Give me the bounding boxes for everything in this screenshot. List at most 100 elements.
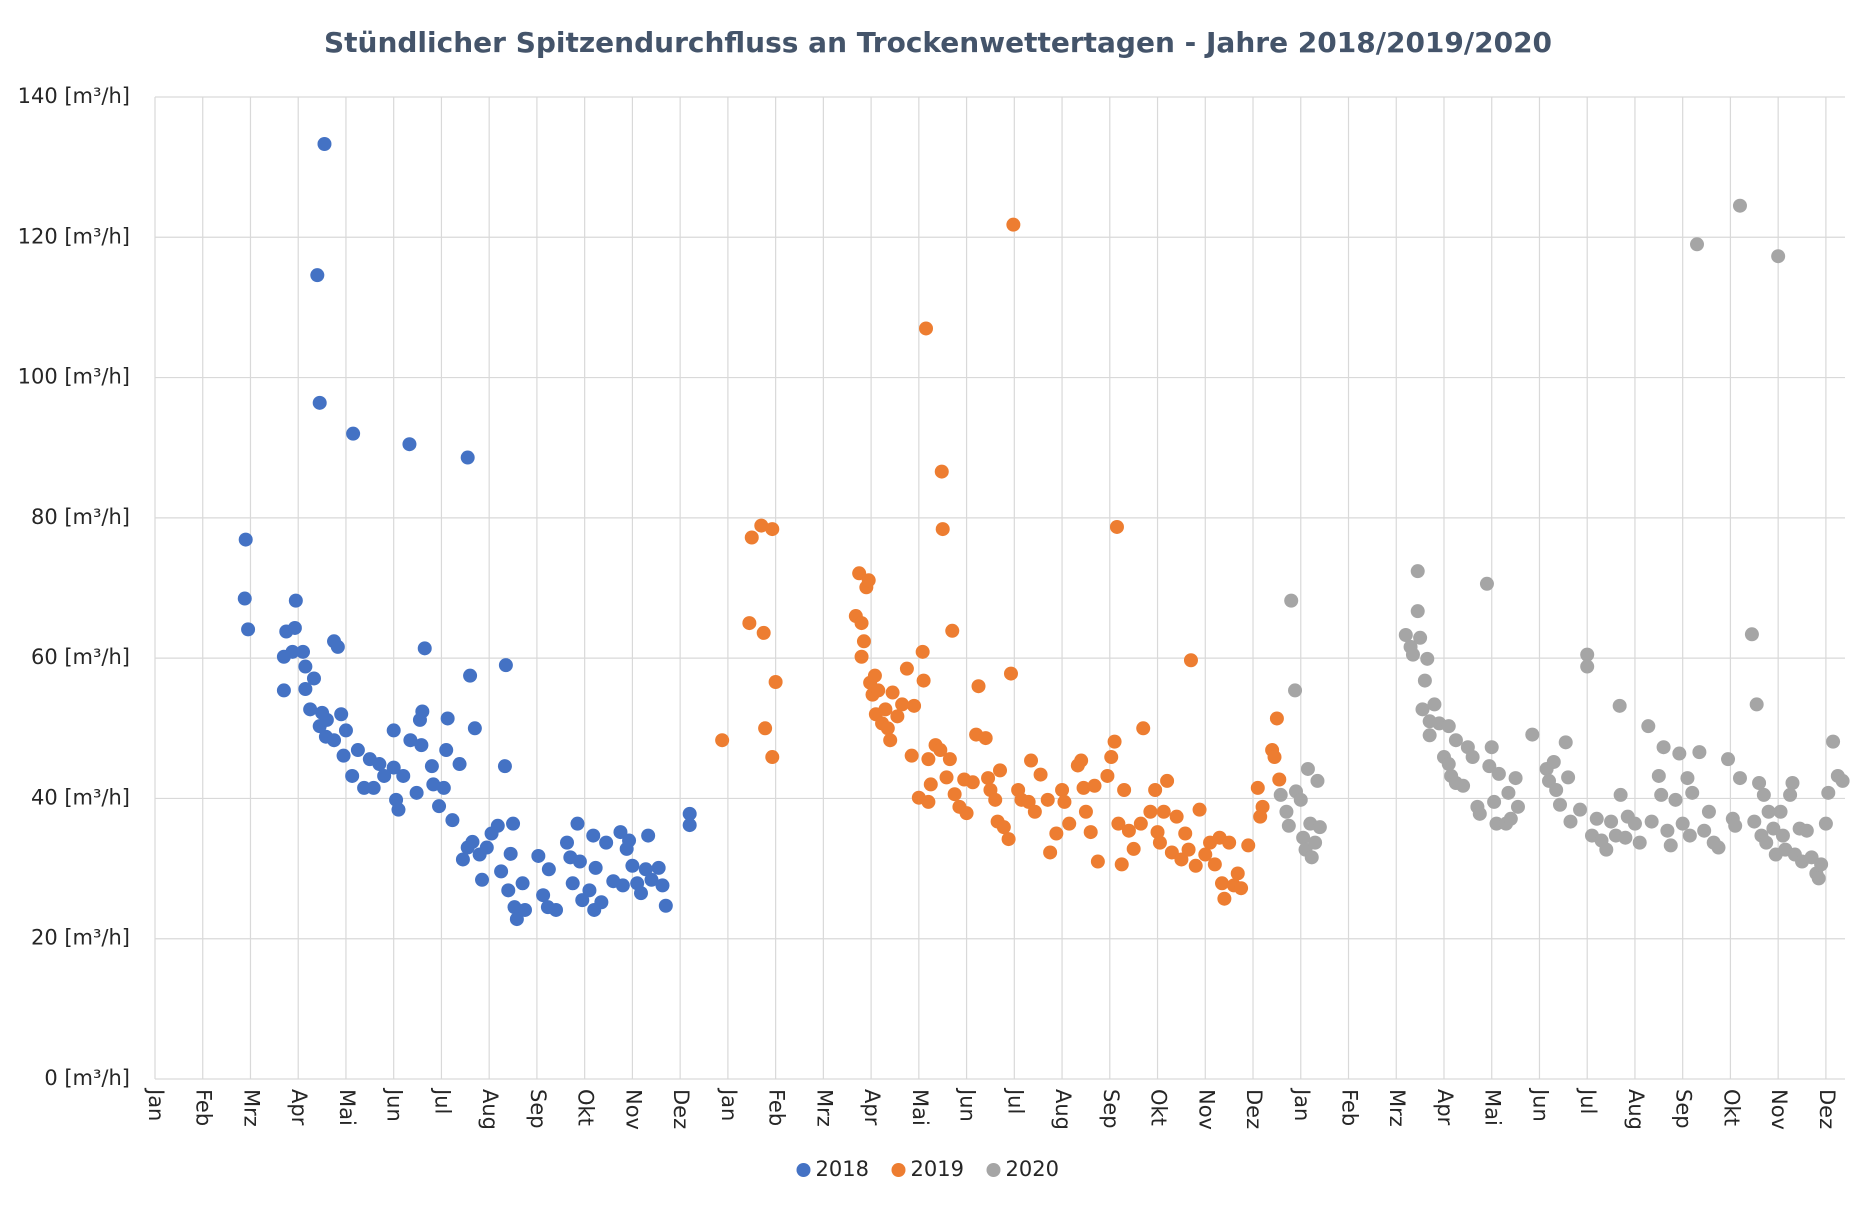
data-point [638,862,653,877]
data-point [625,858,640,873]
data-point [907,698,922,713]
data-point [1410,604,1425,619]
data-point [644,872,659,887]
data-point [509,912,524,927]
data-point [541,862,556,877]
data-point [1660,823,1675,838]
data-point [1692,745,1707,760]
data-point [1612,698,1627,713]
data-point [1024,753,1039,768]
data-point [1668,792,1683,807]
data-point [765,750,780,765]
data-point [633,886,648,901]
data-point [921,752,936,767]
data-point [1675,816,1690,831]
data-point [641,828,656,843]
data-point [878,702,893,717]
x-tick-label: Okt [574,1089,598,1126]
data-point [1641,719,1656,734]
data-point [350,743,365,758]
data-point [867,668,882,683]
data-point [494,864,509,879]
data-point [1410,564,1425,579]
data-point [996,820,1011,835]
data-point [742,616,757,631]
data-point [1150,825,1165,840]
data-point [1181,842,1196,857]
data-point [1304,850,1319,865]
y-tick-label: 140 [m³/h] [18,84,130,108]
data-point [1148,783,1163,798]
legend-label: 2019 [911,1157,964,1181]
data-point [1293,792,1308,807]
data-point [1288,683,1303,698]
data-point [288,593,303,608]
data-point [1169,809,1184,824]
data-point [1117,783,1132,798]
data-point [1561,770,1576,785]
data-point [1156,804,1171,819]
data-point [1632,835,1647,850]
data-point [517,902,532,917]
data-point [1697,823,1712,838]
data-point [536,888,551,903]
x-tick-label: Nov [621,1089,645,1130]
data-point [1771,249,1786,264]
data-point [682,806,697,821]
data-point [1415,702,1430,717]
data-point [1121,823,1136,838]
data-point [1296,830,1311,845]
data-point [1501,785,1516,800]
data-point [1250,780,1265,795]
data-point [1255,799,1270,814]
data-point [622,833,637,848]
data-point [1627,816,1642,831]
data-point [1111,816,1126,831]
y-tick-label: 100 [m³/h] [18,365,130,389]
data-point [1685,785,1700,800]
data-point [765,522,780,537]
data-point [1183,653,1198,668]
data-point [317,136,332,151]
x-tick-label: Mrz [1385,1089,1409,1127]
data-point [1761,804,1776,819]
data-point [1420,651,1435,666]
data-point [1136,721,1151,736]
data-point [854,616,869,631]
data-point [312,395,327,410]
x-tick-label: Dez [1815,1089,1839,1129]
data-point [338,723,353,738]
data-point [1503,811,1518,826]
data-point [1152,835,1167,850]
data-point [285,644,300,659]
data-point [1479,576,1494,591]
data-point [1613,787,1628,802]
data-point [1465,750,1480,765]
x-tick-label: Apr [287,1089,311,1126]
data-point [1773,804,1788,819]
data-point [1083,825,1098,840]
x-tick-label: Dez [669,1089,693,1129]
data-point [1552,797,1567,812]
data-point [1456,778,1471,793]
data-point [1818,816,1833,831]
x-tick-label: Jan [717,1087,741,1121]
data-point [904,748,919,763]
data-point [1126,841,1141,856]
data-point [1701,804,1716,819]
data-point [1580,647,1595,662]
data-point [455,852,470,867]
data-point [559,835,574,850]
x-tick-label: Jul [430,1087,454,1114]
data-point [377,768,392,783]
data-point [1508,771,1523,786]
x-tick-label: Feb [765,1089,789,1126]
data-point [916,673,931,688]
data-point [1310,773,1325,788]
data-point [241,622,256,637]
data-point [440,711,455,726]
data-point [1074,753,1089,768]
data-point [1826,734,1841,749]
data-point [1441,757,1456,772]
legend-marker [796,1163,811,1177]
